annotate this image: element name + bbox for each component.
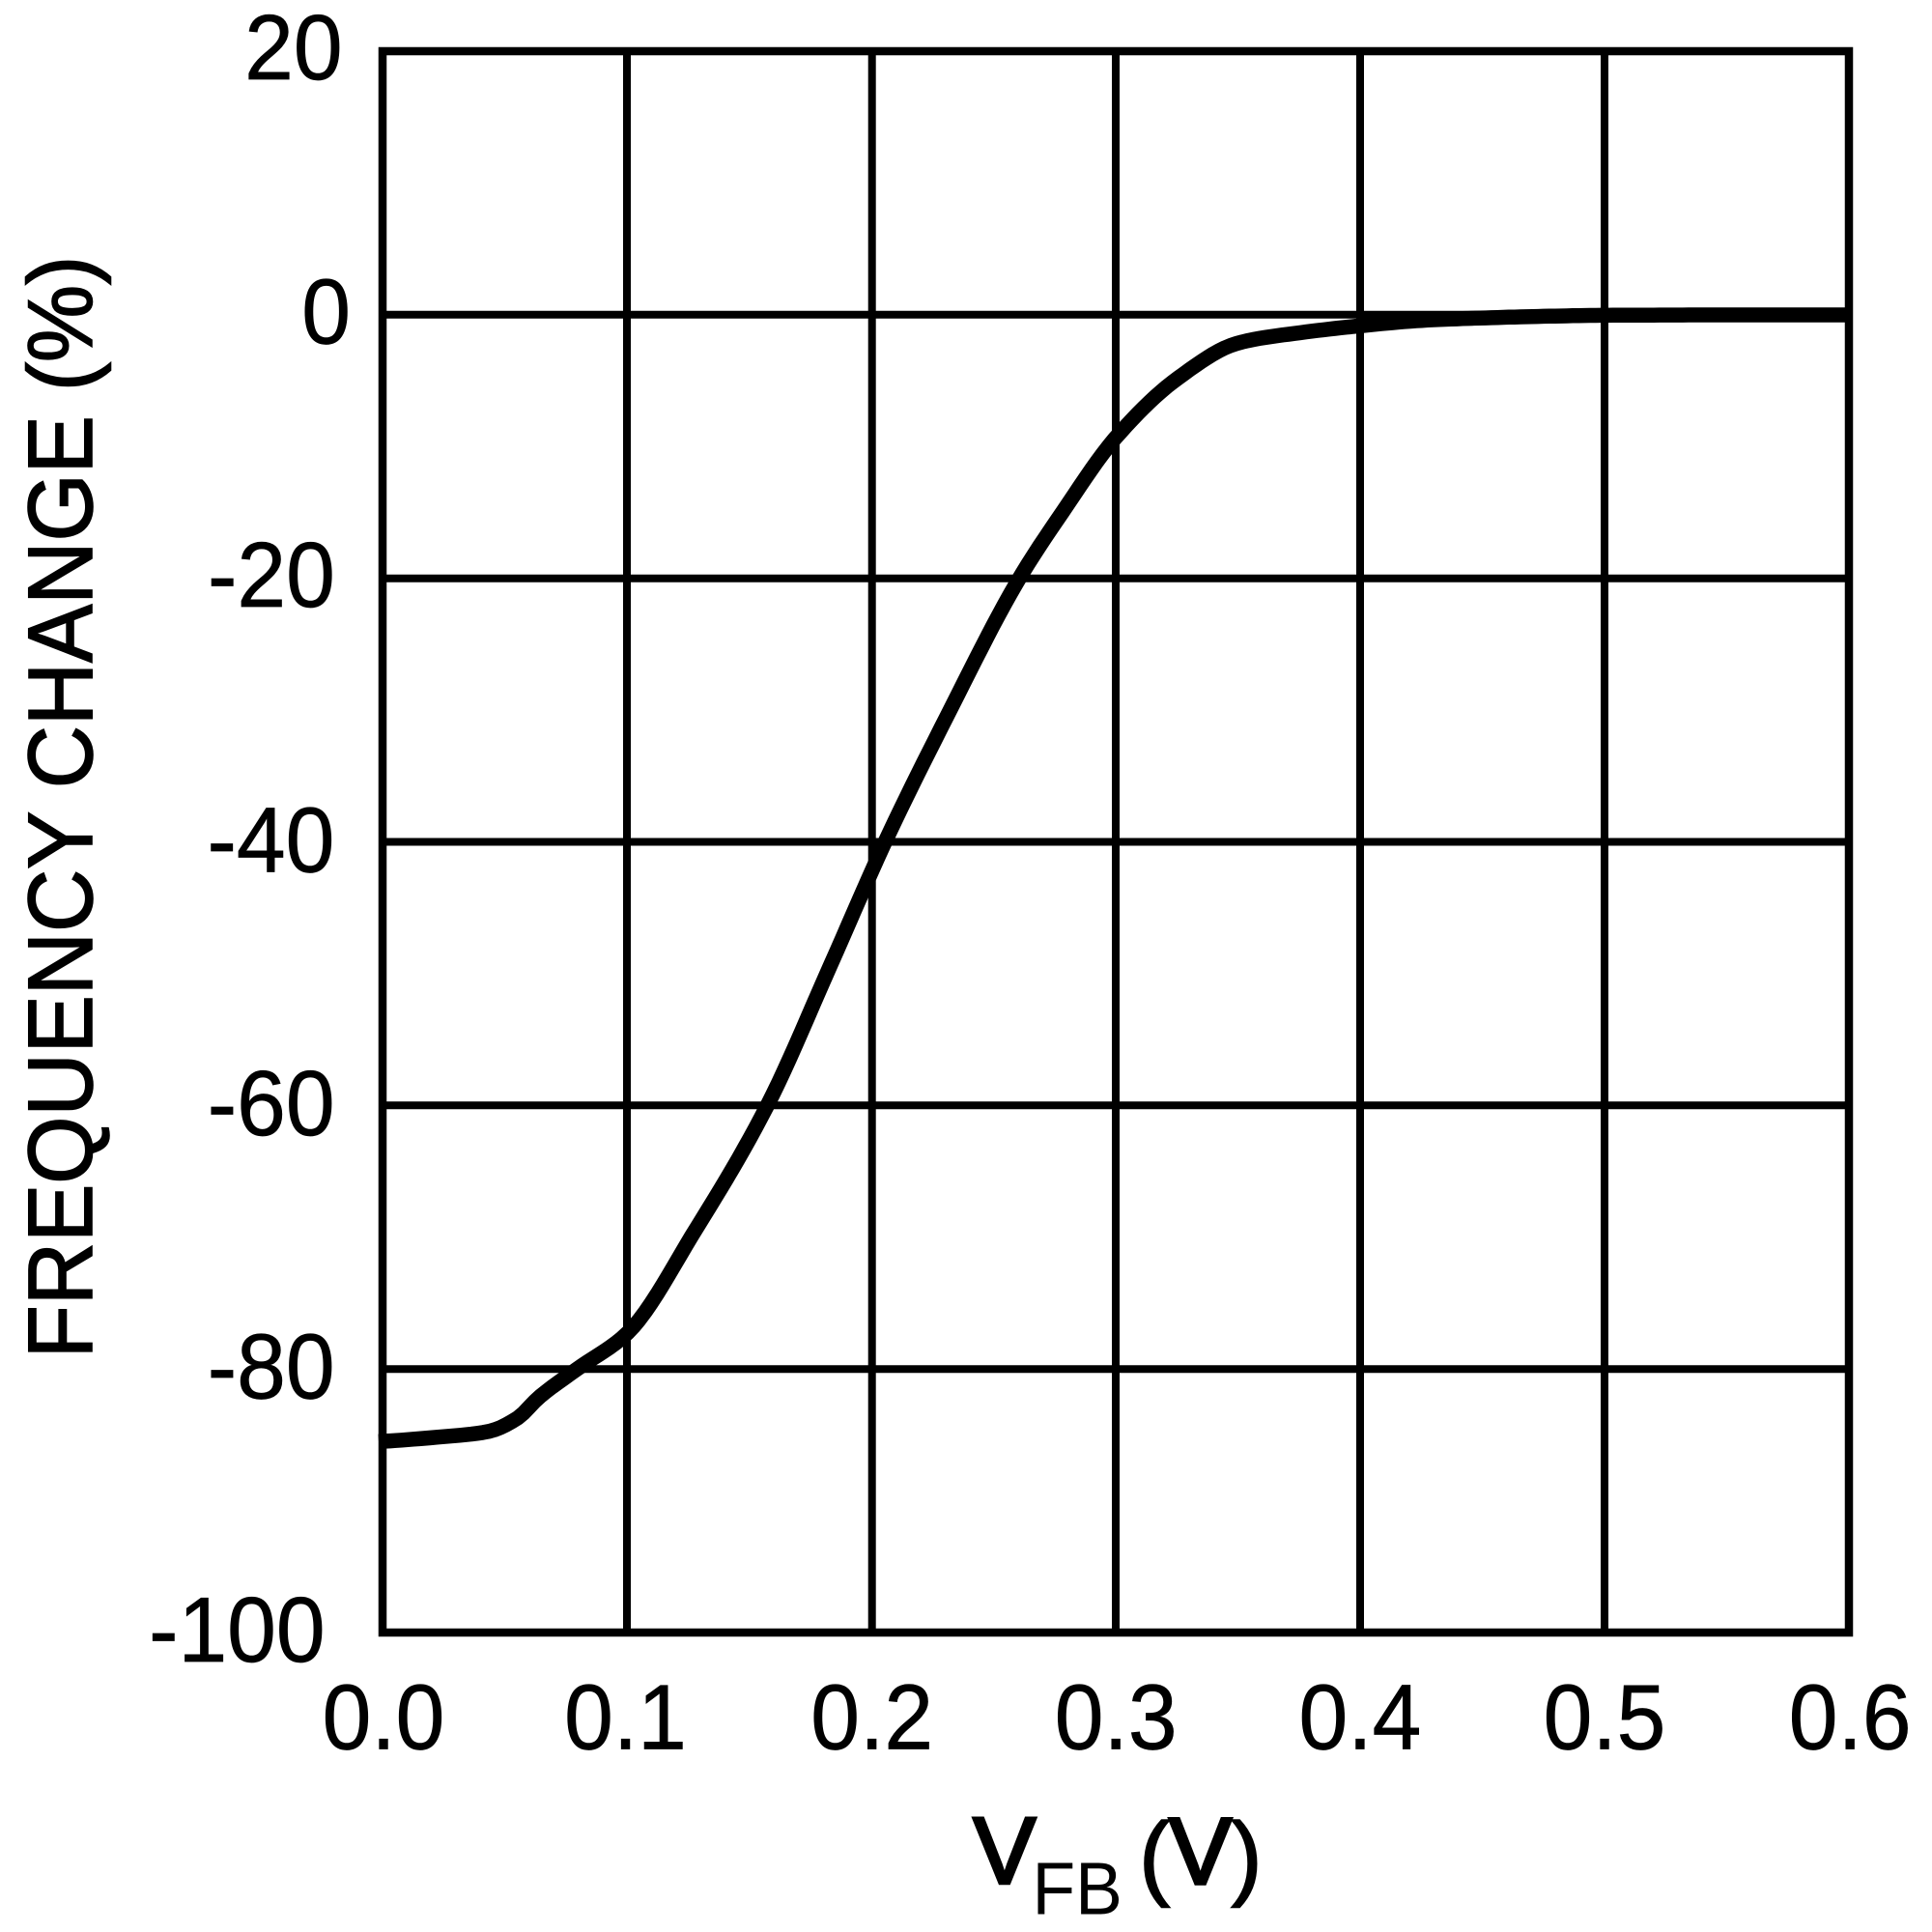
svg-text:0.6: 0.6 [1789,1664,1912,1769]
svg-text:0.3: 0.3 [1055,1664,1178,1769]
svg-text:-60: -60 [208,1051,335,1155]
svg-text:0.0: 0.0 [323,1664,445,1769]
svg-text:): ) [1231,1804,1262,1909]
svg-text:FB: FB [1033,1847,1122,1930]
svg-text:(: ( [1139,1804,1170,1909]
svg-text:-40: -40 [207,787,334,892]
svg-text:0.2: 0.2 [810,1664,933,1769]
svg-text:0: 0 [301,260,351,364]
svg-text:V: V [1169,1799,1232,1904]
svg-text:V: V [974,1799,1037,1904]
svg-text:FREQUENCY CHANGE (%): FREQUENCY CHANGE (%) [9,256,112,1358]
svg-text:20: 20 [244,0,342,99]
svg-text:-100: -100 [149,1577,326,1682]
svg-text:-80: -80 [208,1315,335,1419]
svg-text:0.5: 0.5 [1544,1664,1666,1769]
svg-text:0.4: 0.4 [1299,1664,1422,1769]
svg-text:0.1: 0.1 [564,1664,687,1769]
svg-text:-20: -20 [208,523,335,627]
